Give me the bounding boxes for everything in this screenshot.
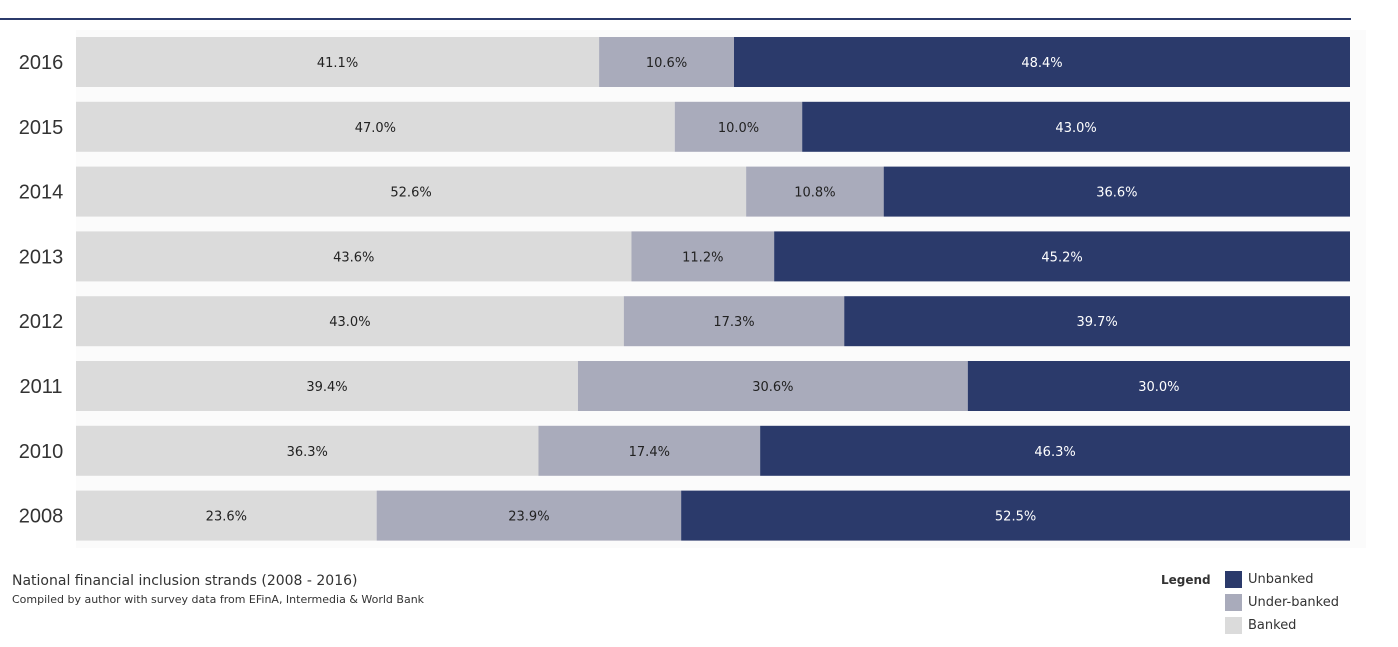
year-label-2011: 2011 [19,376,62,398]
stacked-bar-chart: 2016 41.1% 10.6% 48.4% 2015 47.0% 10.0% 43.0% 20… [18,37,1350,541]
bar-banked-2010 [76,425,539,476]
year-label-2013: 2013 [19,246,64,268]
bar-banked-2015 [76,101,675,152]
data-label-under-banked-2015: 10.0% [718,121,759,136]
data-label-banked-2008: 23.6% [206,510,247,525]
data-label-banked-2015: 47.0% [355,121,396,136]
legend-label-unbanked: Unbanked [1248,571,1314,587]
legend-label-under-banked: Under-banked [1248,594,1339,610]
legend-item-unbanked: Unbanked [1225,570,1314,588]
bar-unbanked-2015 [802,101,1350,152]
data-label-under-banked-2016: 10.6% [646,56,687,71]
data-label-unbanked-2015: 43.0% [1055,121,1096,136]
data-label-under-banked-2011: 30.6% [752,380,793,395]
legend-label-banked: Banked [1248,617,1297,633]
bar-unbanked-2013 [774,231,1350,282]
bar-banked-2016 [76,37,600,87]
bar-banked-2012 [76,296,624,347]
data-label-unbanked-2016: 48.4% [1021,56,1062,71]
data-label-unbanked-2014: 36.6% [1096,186,1137,201]
data-label-banked-2011: 39.4% [306,380,347,395]
data-label-unbanked-2013: 45.2% [1041,250,1082,265]
bar-unbanked-2016 [734,37,1350,87]
data-label-unbanked-2008: 52.5% [995,510,1036,525]
legend-item-under-banked: Under-banked [1225,593,1339,611]
legend-title: Legend [1161,573,1211,587]
data-label-banked-2010: 36.3% [287,445,328,460]
bar-under-banked-2016 [599,37,734,87]
year-label-2015: 2015 [19,117,64,139]
bar-banked-2013 [76,231,632,282]
bar-under-banked-2010 [538,425,761,476]
bar-under-banked-2014 [746,166,884,217]
bar-banked-2014 [76,166,747,217]
bar-under-banked-2013 [631,231,775,282]
chart-caption: National financial inclusion strands (20… [12,572,424,608]
bar-under-banked-2012 [623,296,845,347]
data-label-unbanked-2012: 39.7% [1076,315,1117,330]
data-label-under-banked-2013: 11.2% [682,250,723,265]
bar-banked-2011 [76,361,578,411]
year-label-2010: 2010 [19,441,64,463]
bar-under-banked-2011 [577,361,968,411]
bar-unbanked-2011 [967,361,1350,411]
year-label-2008: 2008 [19,506,64,528]
data-label-banked-2012: 43.0% [329,315,370,330]
year-label-2012: 2012 [19,311,64,333]
bar-unbanked-2012 [844,296,1350,347]
data-label-unbanked-2011: 30.0% [1138,380,1179,395]
bar-under-banked-2015 [674,101,803,152]
legend-swatch-under-banked [1225,593,1242,611]
top-rule [0,18,1351,20]
bar-under-banked-2008 [376,490,682,541]
chart-title: National financial inclusion strands (20… [12,573,358,589]
data-label-unbanked-2010: 46.3% [1034,445,1075,460]
bar-banked-2008 [76,490,377,541]
bar-unbanked-2008 [681,490,1350,541]
data-label-banked-2013: 43.6% [333,250,374,265]
chart-source-note: Compiled by author with survey data from… [12,593,425,606]
data-label-banked-2016: 41.1% [317,56,358,71]
data-label-under-banked-2014: 10.8% [794,186,835,201]
data-label-under-banked-2012: 17.3% [713,315,754,330]
data-label-under-banked-2008: 23.9% [508,510,549,525]
bar-unbanked-2010 [760,425,1350,476]
bar-unbanked-2014 [883,166,1350,217]
year-label-2014: 2014 [19,182,64,204]
legend-swatch-banked [1225,616,1242,634]
legend-swatch-unbanked [1225,570,1242,588]
data-label-banked-2014: 52.6% [390,186,431,201]
legend-item-banked: Banked [1225,616,1296,634]
year-label-2016: 2016 [19,52,64,74]
data-label-under-banked-2010: 17.4% [629,445,670,460]
